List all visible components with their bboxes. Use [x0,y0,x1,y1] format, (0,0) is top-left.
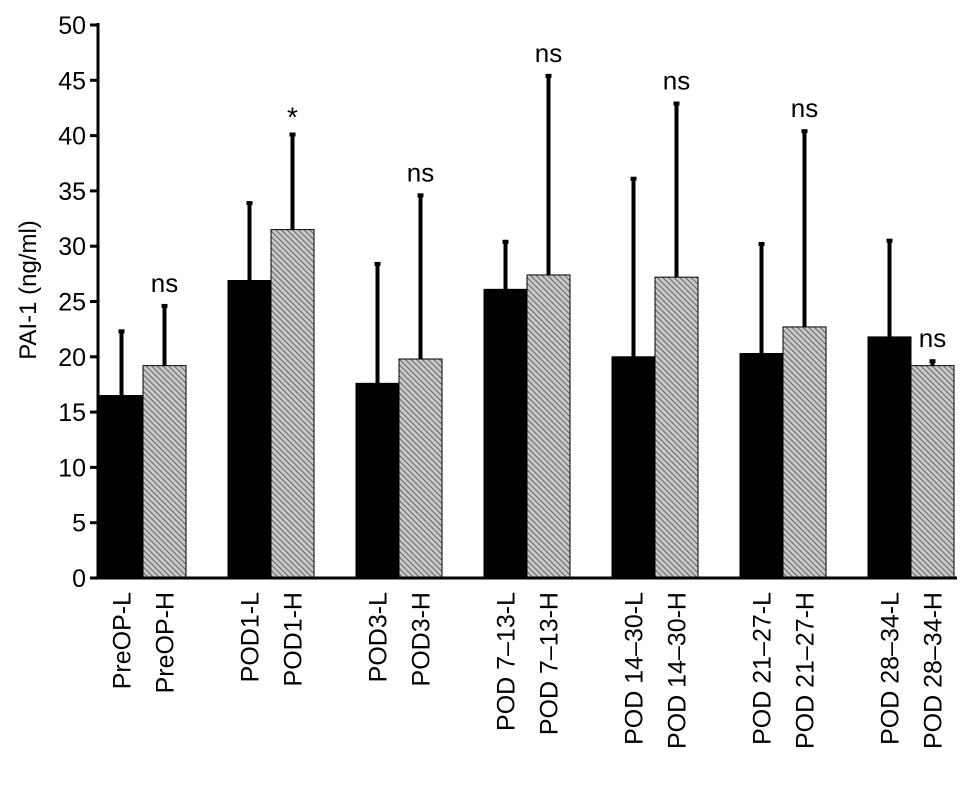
y-tick-label: 40 [58,123,86,151]
y-tick-label: 10 [58,454,86,482]
y-tick-label: 50 [58,12,86,40]
significance-label: * [287,101,298,132]
x-tick-label: PreOP-H [152,592,180,693]
x-tick-label: POD 28–34-L [877,592,905,745]
y-tick-label: 30 [58,233,86,261]
significance-label: ns [663,66,690,96]
y-tick-label: 45 [58,67,86,95]
significance-label: ns [791,93,818,123]
y-tick-label: 20 [58,344,86,372]
bar-l [355,382,400,579]
bar-l [227,279,272,579]
y-tick-label: 15 [58,399,86,427]
y-axis-label: PAI-1 (ng/ml) [15,220,42,360]
x-tick-label: POD 7–13-H [536,592,564,735]
significance-label: ns [535,38,562,68]
x-tick-label: POD3-L [365,592,393,682]
bar-h [782,326,827,579]
significance-label: ns [407,157,434,187]
bar-l [611,356,656,579]
bar-l [483,288,528,579]
x-tick-label: POD3-H [408,592,436,686]
y-tick-label: 35 [58,178,86,206]
bar-h [654,276,699,579]
plot-area: 0 5 10 15 20 25 30 35 40 45 50 PreOP-L PreOP-H POD1-L… [58,12,957,749]
significance-label: ns [919,323,946,353]
bar-l [739,352,784,579]
x-tick-label: POD 14–30-H [664,592,692,749]
y-tick-label: 0 [72,565,86,593]
bar-h [910,365,955,579]
x-tick-label: POD 7–13-L [493,592,521,731]
bar-h [142,365,187,579]
bar-h [270,229,315,579]
bar-h [526,274,571,579]
bar-h [398,358,443,579]
bar-l [867,336,912,579]
x-tick-label: POD 21–27-H [792,592,820,749]
x-tick-label: POD 28–34-H [920,592,948,749]
y-tick-label: 25 [58,289,86,317]
x-tick-label: POD 21–27-L [749,592,777,745]
y-tick-label: 5 [72,510,86,538]
significance-label: ns [151,268,178,298]
bar-l [99,395,144,579]
x-tick-label: PreOP-L [109,592,137,689]
x-tick-label: POD1-H [280,592,308,686]
x-tick-label: POD1-L [237,592,265,682]
x-tick-label: POD 14–30-L [621,592,649,745]
